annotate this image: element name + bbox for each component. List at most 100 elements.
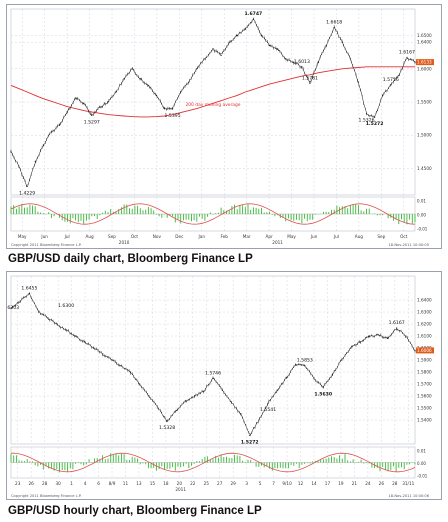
- price-point: [350, 347, 352, 349]
- x-tick-label: 18: [163, 481, 169, 486]
- last-price-label: 1.6006: [417, 348, 432, 353]
- price-point: [220, 54, 222, 57]
- price-annotation: 1.6303: [7, 305, 19, 311]
- price-point: [212, 377, 214, 380]
- price-point: [258, 419, 260, 421]
- price-point: [244, 28, 246, 30]
- x-tick-label: 1: [70, 481, 73, 486]
- x-tick-label: 23: [15, 481, 21, 486]
- y-tick-label: 1.4500: [417, 166, 432, 171]
- price-point: [184, 400, 187, 402]
- date-stamp: 18-Nov-2011 10:00:05: [388, 243, 429, 247]
- price-point: [148, 395, 150, 397]
- price-point: [260, 34, 263, 37]
- x-tick-label: Oct: [400, 234, 408, 239]
- x-tick-label: 28: [392, 481, 398, 486]
- oscillator-tick-label: -0.01: [417, 474, 428, 479]
- y-tick-label: 1.6400: [417, 40, 432, 45]
- y-tick-label: 1.6200: [417, 322, 432, 327]
- x-tick-label: 13: [136, 481, 142, 486]
- x-tick-label: 25: [204, 481, 210, 486]
- price-point: [28, 292, 30, 294]
- y-tick-label: 1.5600: [417, 394, 432, 399]
- price-point: [99, 106, 101, 108]
- price-point: [123, 78, 125, 80]
- price-point: [115, 91, 117, 93]
- x-tick-label: Sep: [108, 234, 116, 239]
- x-tick-label: 20: [177, 481, 183, 486]
- oscillator-tick-label: -0.01: [417, 227, 428, 232]
- oscillator-tick-label: 0.01: [417, 449, 426, 454]
- price-point: [230, 401, 232, 403]
- price-point: [83, 102, 85, 104]
- x-tick-label: Jun: [40, 234, 48, 239]
- price-point: [405, 335, 407, 337]
- price-point: [414, 349, 416, 351]
- price-point: [131, 68, 133, 70]
- price-annotation: 1.4229: [19, 190, 35, 196]
- price-point: [398, 74, 400, 77]
- oscillator-signal-line: [11, 452, 416, 473]
- price-point: [368, 335, 370, 337]
- x-tick-label: Jan: [198, 234, 206, 239]
- x-tick-label: 19: [338, 481, 344, 486]
- price-point: [301, 66, 303, 68]
- price-point: [390, 84, 392, 86]
- price-point: [163, 108, 166, 110]
- x-tick-label: 28: [42, 481, 48, 486]
- price-annotation: 1.5272: [366, 121, 384, 127]
- price-annotation: 1.5395: [165, 113, 181, 119]
- price-point: [276, 389, 278, 391]
- last-price-label: 1.6133: [417, 60, 432, 65]
- price-point: [91, 114, 93, 117]
- x-tick-label: 17: [325, 481, 331, 486]
- price-annotation: 1.6013: [294, 59, 310, 65]
- price-point: [93, 347, 95, 349]
- price-point: [322, 387, 324, 389]
- price-point: [325, 44, 327, 47]
- x-tick-label: 26: [29, 481, 35, 486]
- x-tick-label: Jun: [310, 234, 318, 239]
- price-annotation: 1.5756: [383, 77, 399, 83]
- price-point: [277, 48, 279, 50]
- price-point: [212, 48, 214, 50]
- y-tick-label: 1.5500: [417, 100, 432, 105]
- oscillator-tick-label: 0.00: [417, 213, 426, 218]
- price-point: [249, 434, 251, 436]
- price-point: [252, 18, 254, 20]
- price-point: [56, 323, 58, 325]
- x-tick-label: Jul: [333, 234, 339, 239]
- price-annotation: 1.6167: [389, 320, 405, 326]
- oscillator-histogram: [10, 453, 416, 473]
- y-tick-label: 1.6300: [417, 310, 432, 315]
- price-point: [196, 68, 198, 70]
- x-tick-label: 6: [97, 481, 100, 486]
- x-tick-label: 15: [150, 481, 156, 486]
- x-tick-label: 5: [259, 481, 262, 486]
- price-point: [157, 407, 159, 409]
- price-point: [221, 389, 223, 391]
- x-tick-label: Oct: [131, 234, 139, 239]
- x-tick-label: 8/9: [109, 481, 116, 486]
- price-point: [406, 57, 408, 59]
- oscillator-signal-line: [10, 203, 416, 225]
- price-annotation: 1.6167: [399, 50, 415, 56]
- x-tick-label: 27: [217, 481, 223, 486]
- price-point: [304, 365, 306, 367]
- x-tick-label: May: [18, 234, 27, 239]
- moving-average-line: [10, 66, 415, 118]
- y-tick-label: 1.5700: [417, 382, 432, 387]
- price-point: [239, 413, 242, 415]
- x-tick-label: 31/11: [402, 481, 414, 486]
- price-point: [107, 101, 109, 103]
- price-annotation: 1.6618: [326, 20, 342, 26]
- price-annotation: 1.5272: [241, 439, 259, 445]
- price-point: [309, 82, 311, 84]
- price-annotation: 1.5326: [358, 118, 374, 124]
- oscillator-tick-label: 0.00: [417, 461, 426, 466]
- price-point: [331, 373, 333, 375]
- moving-average-label: 200 day moving average: [186, 102, 241, 108]
- hourly-chart: 23 26 28 30 1 4 6 8/9 11 13 15 18 20 22 25 27 29 3 5 7 9/10 1…: [7, 275, 434, 498]
- price-point: [10, 151, 12, 153]
- x-tick-label: Aug: [355, 234, 364, 239]
